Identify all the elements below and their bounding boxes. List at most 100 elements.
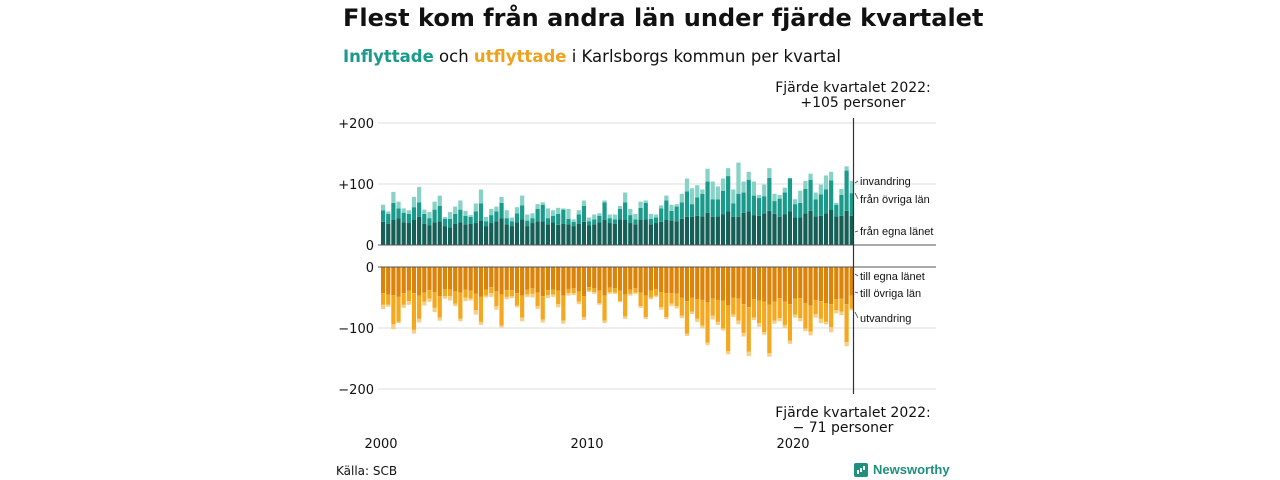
bar-out-utvandring	[566, 293, 571, 296]
bar-in-egna	[406, 223, 411, 245]
bar-in-invandring	[520, 195, 525, 206]
bar-out-utvandring	[396, 321, 401, 324]
annotation-bottom-line1: Fjärde kvartalet 2022:	[775, 405, 931, 421]
bar-out-egna	[834, 267, 839, 300]
bar-out-utvandring	[463, 297, 468, 302]
bar-in-ovriga	[705, 181, 710, 213]
bar-in-egna	[396, 218, 401, 245]
bar-out-egna	[684, 267, 690, 302]
bar-in-ovriga	[777, 198, 782, 217]
bar-out-utvandring	[447, 296, 453, 301]
bar-in-invandring	[808, 173, 813, 180]
bar-out-ovriga	[762, 301, 767, 333]
bar-in-ovriga	[550, 215, 556, 223]
bar-out-utvandring	[756, 323, 762, 327]
bar-in-ovriga	[823, 189, 829, 214]
bar-out-ovriga	[684, 301, 690, 334]
bar-out-ovriga	[499, 294, 504, 326]
bar-out-egna	[478, 267, 484, 297]
bar-in-invandring	[767, 168, 772, 178]
bar-in-invandring	[736, 162, 741, 194]
ytick-bottom-0: 0	[366, 261, 374, 276]
brand-logo: Newsworthy	[854, 462, 950, 477]
bar-out-utvandring	[736, 320, 741, 325]
bar-in-invandring	[643, 200, 648, 203]
bar-in-invandring	[829, 171, 834, 181]
bar-in-ovriga	[592, 219, 597, 225]
bar-in-egna	[679, 218, 684, 245]
bar-out-ovriga	[473, 293, 478, 311]
bar-out-utvandring	[540, 319, 545, 323]
bar-in-ovriga	[468, 216, 473, 224]
annotation-bottom-line2: − 71 personer	[793, 420, 894, 436]
bar-in-ovriga	[669, 210, 674, 221]
bar-out-utvandring	[468, 298, 473, 301]
bar-in-invandring	[386, 211, 391, 214]
bar-in-ovriga	[602, 202, 607, 220]
bar-out-egna	[767, 267, 772, 305]
bar-out-egna	[818, 267, 823, 302]
bar-in-invandring	[756, 194, 762, 199]
bar-in-invandring	[453, 206, 458, 214]
bar-out-utvandring	[612, 292, 617, 294]
bar-in-invandring	[633, 213, 638, 220]
bar-in-invandring	[720, 178, 726, 191]
bar-out-utvandring	[741, 332, 746, 337]
bar-out-utvandring	[731, 314, 736, 318]
bar-in-egna	[520, 219, 525, 245]
bar-in-invandring	[715, 186, 720, 200]
bar-in-egna	[447, 227, 453, 245]
bar-in-egna	[746, 211, 751, 245]
bar-out-ovriga	[535, 292, 540, 307]
bar-in-egna	[504, 224, 509, 245]
bar-out-ovriga	[710, 298, 715, 316]
bar-out-ovriga	[617, 290, 623, 302]
bar-in-egna	[468, 223, 473, 245]
bar-out-utvandring	[834, 310, 839, 314]
bar-in-egna	[731, 216, 736, 245]
bar-out-utvandring	[623, 316, 628, 319]
bar-out-ovriga	[417, 295, 422, 319]
bar-in-invandring	[772, 193, 777, 202]
bar-in-invandring	[587, 217, 592, 222]
bar-out-ovriga	[813, 299, 818, 314]
bar-out-egna	[458, 267, 463, 293]
bar-in-egna	[777, 216, 782, 245]
bar-in-invandring	[473, 203, 478, 212]
bar-in-invandring	[535, 204, 540, 210]
bar-out-utvandring	[813, 313, 818, 318]
bar-in-ovriga	[381, 210, 386, 222]
bar-out-egna	[808, 267, 813, 306]
bar-in-egna	[638, 219, 643, 245]
bar-in-invandring	[504, 210, 509, 219]
bar-out-egna	[494, 267, 499, 292]
bar-in-invandring	[612, 214, 617, 220]
bar-out-ovriga	[530, 288, 535, 294]
label-invandring: invandring	[860, 176, 911, 188]
bars-inflyttade	[381, 162, 854, 245]
bar-out-ovriga	[463, 289, 468, 298]
label-till-ovriga-lan: till övriga län	[860, 288, 921, 300]
bar-in-invandring	[762, 184, 767, 197]
bar-out-utvandring	[720, 328, 726, 331]
bar-out-egna	[406, 267, 411, 291]
bar-out-ovriga	[484, 289, 489, 296]
bar-in-invandring	[690, 188, 695, 205]
bar-out-egna	[473, 267, 478, 294]
bar-in-invandring	[427, 212, 432, 219]
bar-in-egna	[839, 215, 844, 245]
bar-in-egna	[653, 223, 659, 245]
bar-out-egna	[484, 267, 489, 290]
bar-in-invandring	[818, 184, 823, 195]
bar-in-egna	[478, 220, 484, 245]
bar-out-egna	[556, 267, 561, 291]
bar-in-ovriga	[684, 191, 690, 217]
bar-out-utvandring	[844, 342, 849, 347]
bar-in-ovriga	[520, 205, 525, 220]
bar-out-ovriga	[581, 296, 587, 318]
bar-in-egna	[561, 223, 566, 245]
bar-out-egna	[617, 267, 623, 291]
bar-out-egna	[628, 267, 633, 290]
bar-in-invandring	[839, 188, 844, 195]
bar-in-ovriga	[772, 201, 777, 214]
